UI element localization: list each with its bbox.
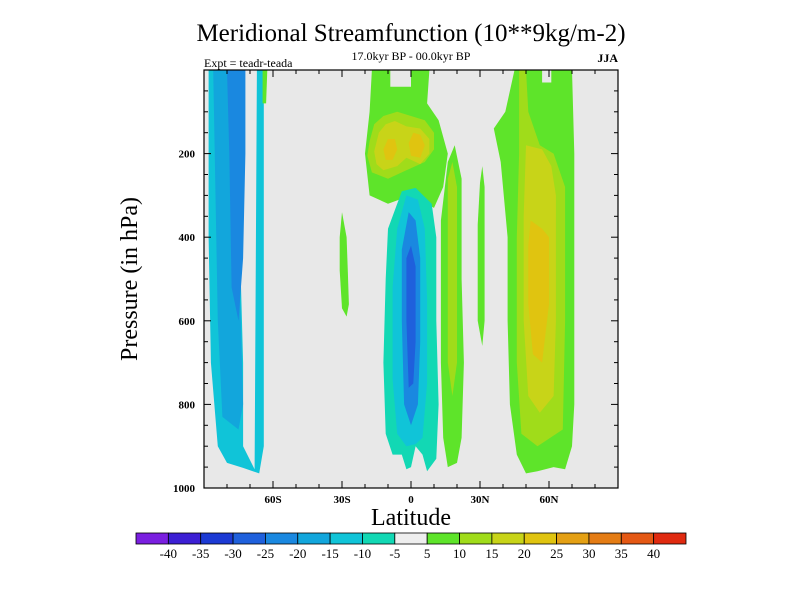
contour-nh-positive-30n xyxy=(477,166,485,346)
chart-title: Meridional Streamfunction (10**9kg/m-2) xyxy=(196,20,625,47)
contour-sh-small-positive xyxy=(339,212,349,317)
colorbar-label: -15 xyxy=(321,546,338,561)
colorbar-label: 30 xyxy=(582,546,595,561)
contour-equatorial-negative-core xyxy=(406,245,416,388)
y-tick-label: 400 xyxy=(179,232,196,244)
colorbar-box xyxy=(620,532,655,545)
chart-subtitle: 17.0kyr BP - 00.0kyr BP xyxy=(352,49,471,63)
contour-nh-positive-15n-inner xyxy=(447,162,457,396)
colorbar-box xyxy=(265,532,299,545)
colorbar-label: 15 xyxy=(485,546,498,561)
colorbar-box xyxy=(556,532,590,545)
x-tick-label: 60N xyxy=(540,494,559,506)
colorbar-box xyxy=(491,532,525,545)
colorbar-box xyxy=(588,532,622,545)
colorbar-label: -25 xyxy=(257,546,274,561)
colorbar-label: -20 xyxy=(289,546,306,561)
colorbar-box xyxy=(200,532,234,545)
colorbar-box xyxy=(135,532,169,545)
colorbar-label: -30 xyxy=(224,546,241,561)
colorbar-box xyxy=(523,532,557,545)
colorbar-box xyxy=(232,532,266,545)
colorbar: -40 -35 -30 -25 -20 -15 -10 -5 5 10 15 20 25 30 35 40 xyxy=(135,532,687,561)
colorbar-box xyxy=(459,532,493,545)
colorbar-label: -5 xyxy=(389,546,400,561)
colorbar-label: -40 xyxy=(160,546,177,561)
colorbar-box xyxy=(426,532,460,545)
x-tick-label: 30S xyxy=(333,494,350,506)
y-axis-label: Pressure (in hPa) xyxy=(117,197,143,361)
colorbar-label: -35 xyxy=(192,546,209,561)
y-tick-label: 1000 xyxy=(173,483,196,495)
contour-south-polar-cell-core xyxy=(227,70,246,321)
colorbar-box xyxy=(329,532,363,545)
contour-equatorial-positive-core-2 xyxy=(408,132,425,158)
x-tick-label: 60S xyxy=(264,494,281,506)
colorbar-label: 5 xyxy=(424,546,431,561)
contour-nh-ferrel-core xyxy=(528,220,549,363)
colorbar-label: 35 xyxy=(615,546,628,561)
colorbar-box xyxy=(167,532,202,545)
y-tick-label: 600 xyxy=(179,316,196,328)
colorbar-label: 25 xyxy=(550,546,563,561)
season-label: JJA xyxy=(597,51,618,65)
colorbar-label: 20 xyxy=(518,546,531,561)
contour-south-polar-cell-mid xyxy=(213,70,244,430)
contour-equatorial-positive-core xyxy=(383,139,398,160)
contour-regions xyxy=(208,70,575,474)
x-tick-label: 0 xyxy=(408,494,414,506)
y-tick-label: 200 xyxy=(179,149,196,161)
contour-south-pole-small-green xyxy=(262,70,268,104)
experiment-label: Expt = teadr-teada xyxy=(204,56,293,70)
colorbar-box xyxy=(653,532,687,545)
colorbar-label: -10 xyxy=(354,546,371,561)
colorbar-box xyxy=(394,532,428,545)
x-axis-label: Latitude xyxy=(371,505,451,531)
colorbar-label: 40 xyxy=(647,546,660,561)
x-tick-label: 30N xyxy=(471,494,490,506)
colorbar-box xyxy=(297,532,331,545)
plot-frame xyxy=(203,69,619,489)
colorbar-label: 10 xyxy=(453,546,466,561)
y-tick-label: 800 xyxy=(179,399,196,411)
colorbar-box xyxy=(362,532,396,545)
